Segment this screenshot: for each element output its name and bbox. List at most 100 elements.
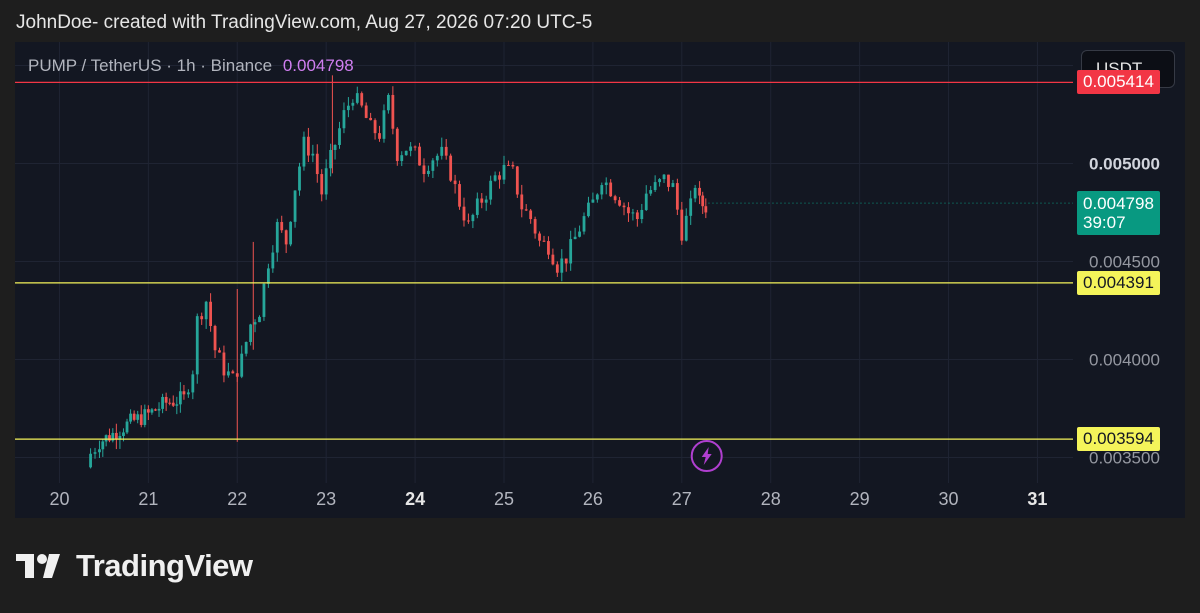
candle-body [298, 166, 301, 191]
candle-body [595, 194, 599, 200]
candle-body [240, 353, 244, 377]
candle-body [391, 94, 395, 129]
candle-body [675, 183, 679, 210]
candle-body [475, 198, 479, 215]
candle-body [275, 222, 279, 253]
tradingview-logo: TradingView [16, 548, 253, 584]
candle-body [515, 166, 519, 195]
candle-body [498, 175, 501, 180]
candle-body [104, 435, 108, 442]
x-tick-label: 28 [761, 489, 781, 509]
candle-body [422, 165, 426, 175]
candle-body [684, 215, 688, 241]
candle-body [209, 301, 212, 326]
candle-body [93, 452, 97, 454]
candle-body [533, 219, 537, 234]
candle-body [154, 409, 157, 411]
candle-body [704, 206, 708, 213]
bar-countdown: 39:07 [1083, 213, 1126, 233]
candle-body [369, 117, 373, 121]
candle-body [507, 164, 510, 166]
candle-body [191, 374, 195, 393]
candle-body [271, 252, 275, 269]
candle-body [329, 149, 333, 169]
candle-body [364, 105, 368, 118]
candle-body [538, 233, 541, 241]
candle-body [404, 150, 408, 156]
candle-body [129, 413, 132, 422]
price-chart[interactable]: 2021222324252627282930310.0055000.005000… [15, 42, 1185, 518]
candle-body [569, 239, 573, 264]
x-tick-label: 21 [138, 489, 158, 509]
candle-body [604, 182, 608, 186]
candle-body [324, 168, 328, 195]
candle-body [244, 341, 248, 354]
candle-body [306, 136, 310, 156]
candle-body [400, 155, 404, 162]
x-tick-label: 23 [316, 489, 336, 509]
symbol-legend[interactable]: PUMP / TetherUS · 1h · Binance 0.004798 [28, 56, 354, 76]
candle-body [631, 212, 635, 214]
chart-panel[interactable]: 2021222324252627282930310.0055000.005000… [15, 42, 1185, 518]
candle-body [136, 414, 140, 420]
candle-body [338, 128, 341, 145]
candle-body [444, 146, 448, 156]
candle-body [146, 409, 150, 413]
candle-body [667, 174, 670, 187]
candle-body [489, 180, 493, 200]
candle-body [493, 175, 497, 181]
chart-header-text: JohnDoe- created with TradingView.com, A… [16, 12, 593, 33]
candle-body [431, 160, 435, 171]
x-tick-label: 26 [583, 489, 603, 509]
candle-body [342, 110, 346, 129]
candle-body [315, 153, 319, 175]
candle-body [231, 371, 235, 374]
candle-body [101, 441, 105, 450]
candle-body [132, 413, 136, 420]
candle-body [355, 93, 359, 103]
candle-body [427, 170, 430, 175]
candle-body [622, 205, 626, 208]
candle-body [222, 352, 226, 376]
candle-body [249, 324, 253, 342]
candle-body [484, 199, 488, 203]
candle-body [627, 207, 630, 214]
candle-body [387, 94, 390, 111]
candle-body [125, 421, 129, 433]
candle-body [609, 182, 613, 197]
tradingview-wordmark: TradingView [76, 548, 253, 583]
candle-body [524, 209, 528, 211]
candle-body [618, 200, 621, 206]
candle-body [262, 283, 266, 317]
candle-body [440, 146, 444, 156]
current-price-value: 0.004798 [1083, 194, 1154, 214]
candle-body [182, 391, 186, 395]
x-tick-label: 27 [672, 489, 692, 509]
candle-body [409, 146, 413, 151]
candle-body [178, 391, 182, 405]
candle-body [547, 241, 550, 255]
candle-body [311, 153, 315, 156]
candle-body [164, 396, 168, 403]
x-tick-label: 20 [49, 489, 69, 509]
y-tick-label: 0.004500 [1089, 253, 1160, 272]
candle-body [266, 268, 270, 284]
candle-body [161, 396, 164, 409]
candle-body [139, 414, 143, 425]
support-price-label: 0.004391 [1077, 270, 1160, 295]
candle-body [378, 133, 381, 139]
candle-body [529, 210, 533, 220]
candle-body [284, 230, 288, 245]
x-tick-label: 30 [939, 489, 959, 509]
x-tick-label: 24 [405, 489, 425, 509]
candle-body [218, 350, 221, 353]
candle-body [413, 146, 417, 148]
candle-body [542, 240, 546, 242]
candle-body [467, 220, 470, 222]
candle-body [204, 301, 208, 320]
candle-body [122, 432, 125, 436]
x-tick-label: 31 [1027, 489, 1047, 509]
candle-body [613, 196, 617, 201]
candle-body [118, 435, 122, 440]
candle-body [114, 432, 118, 440]
